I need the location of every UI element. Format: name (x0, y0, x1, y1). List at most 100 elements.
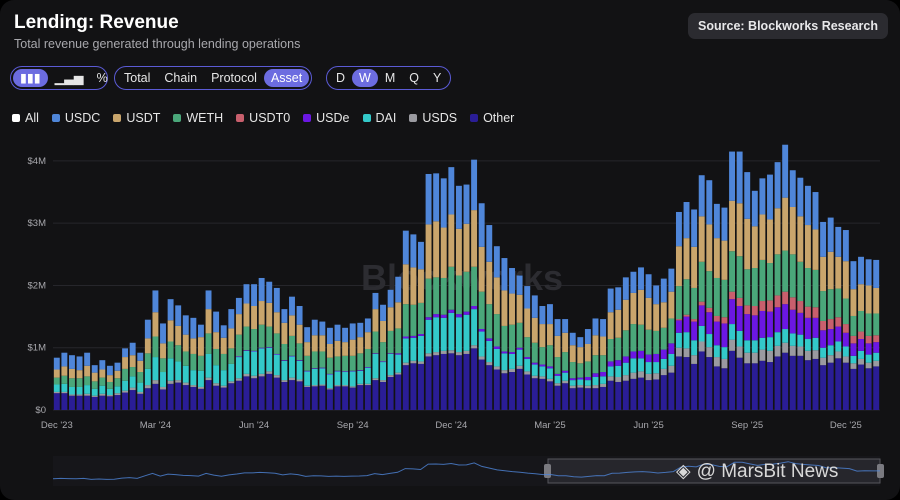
page-subtitle: Total revenue generated through lending … (14, 37, 301, 51)
bar-segment-other (645, 380, 652, 410)
bar-segment-other (326, 389, 333, 410)
bar-segment-weth (326, 357, 333, 374)
bar-segment-usds (144, 385, 151, 389)
bar-segment-other (782, 352, 789, 410)
view-protocol[interactable]: Protocol (211, 71, 257, 85)
legend-item-other[interactable]: Other (470, 111, 514, 125)
legend-item-usdt[interactable]: USDT (113, 111, 160, 125)
bar-segment-usdt (501, 290, 508, 326)
bar-segment-other (455, 355, 462, 410)
bar-segment-dai (91, 388, 98, 396)
bar-segment-dai (706, 334, 713, 348)
bar-segment-usdt0 (675, 319, 682, 321)
bar-segment-other (228, 383, 235, 410)
bar-segment-usdc (584, 329, 591, 344)
line-chart-icon[interactable]: ▁▃▅ (54, 71, 84, 85)
bar-segment-dai (243, 350, 250, 374)
bar-segment-usds (69, 394, 75, 396)
legend-item-usdc[interactable]: USDC (51, 111, 100, 125)
bar-segment-dai (660, 358, 667, 369)
bar-segment-usde (622, 356, 629, 363)
legend-item-weth[interactable]: WETH (173, 111, 223, 125)
bar-segment-dai (213, 365, 220, 384)
bar-segment-dai (774, 332, 781, 346)
bar-segment-usdc (258, 277, 265, 302)
marsbit-logo-icon: ◈ (676, 461, 691, 482)
bar-chart-icon[interactable]: ▮▮▮ (13, 69, 48, 87)
bar-segment-usdt (524, 308, 531, 338)
legend-swatch (303, 114, 312, 122)
legend-item-all[interactable]: All (12, 111, 39, 125)
bar-segment-other (114, 395, 121, 410)
bar-segment-usdt (592, 335, 599, 356)
bar-segment-usdt (675, 246, 682, 287)
x-tick-label: Mar '24 (140, 420, 171, 431)
bar-segment-weth (197, 355, 204, 371)
bar-segment-usdt (91, 372, 98, 382)
bar-segment-usds (402, 362, 409, 366)
bar-segment-other (804, 360, 811, 410)
bar-segment-usdt (804, 225, 811, 269)
period-y[interactable]: Y (433, 71, 442, 85)
period-m[interactable]: M (384, 71, 396, 85)
bar-segment-weth (251, 329, 258, 351)
bar-segment-dai (364, 367, 371, 384)
bar-segment-usdc (546, 304, 553, 325)
bar-segment-other (865, 368, 872, 410)
view-chain[interactable]: Chain (164, 71, 198, 85)
bar-segment-usdc (326, 327, 333, 344)
view-total[interactable]: Total (124, 71, 151, 85)
bar-segment-usdc (706, 180, 713, 225)
bar-segment-usde (334, 370, 341, 372)
bar-segment-other (668, 372, 675, 410)
bar-segment-usde (698, 305, 705, 326)
bar-segment-usdt (243, 303, 250, 327)
bar-segment-other (516, 368, 523, 410)
bar-segment-dai (683, 332, 690, 349)
bar-segment-usdc (569, 332, 576, 346)
percent-icon[interactable]: % (96, 71, 108, 85)
bar-segment-weth (471, 266, 478, 307)
bar-segment-other (577, 387, 584, 410)
bar-segment-usdc (380, 304, 387, 321)
period-q[interactable]: Q (409, 71, 419, 85)
bar-segment-other (91, 396, 98, 410)
bar-segment-usdt0 (698, 301, 705, 306)
bar-segment-dai (653, 362, 660, 374)
bar-segment-other (630, 378, 637, 410)
bar-segment-usdt (721, 240, 728, 280)
bar-segment-usdc (615, 287, 622, 310)
bar-segment-weth (410, 304, 417, 336)
bar-segment-usdc (691, 209, 698, 247)
period-d[interactable]: D (336, 71, 346, 85)
bar-segment-usds (516, 365, 523, 369)
bar-segment-usdt (137, 360, 144, 373)
bar-segment-usdt (767, 219, 773, 264)
legend-item-usdt0[interactable]: USDT0 (236, 111, 290, 125)
bar-segment-dai (273, 354, 280, 376)
bar-segment-usds (91, 395, 98, 397)
legend-label: USDS (422, 111, 458, 125)
legend-item-dai[interactable]: DAI (362, 111, 396, 125)
view-asset[interactable]: Asset (263, 69, 310, 87)
period-w[interactable]: W (352, 69, 378, 87)
bar-segment-dai (713, 345, 720, 358)
bar-segment-other (721, 368, 728, 410)
legend-item-usde[interactable]: USDe (303, 111, 350, 125)
bar-segment-weth (546, 345, 553, 367)
bar-segment-usdt0 (804, 306, 811, 318)
bar-segment-other (69, 395, 75, 410)
bar-segment-dai (744, 340, 751, 353)
bar-segment-usde (729, 299, 736, 325)
legend-item-usds[interactable]: USDS (409, 111, 457, 125)
bar-segment-other (607, 380, 614, 410)
bar-segment-usdt (190, 338, 197, 354)
source-badge[interactable]: Source: Blockworks Research (688, 13, 888, 39)
bar-segment-other (380, 381, 387, 410)
bar-segment-usdt (289, 315, 295, 336)
bar-segment-usde (736, 306, 743, 331)
bar-segment-usdc (152, 290, 159, 313)
x-tick-label: Jun '24 (239, 420, 269, 431)
bar-segment-usdt (486, 261, 493, 305)
bar-segment-other (531, 378, 538, 410)
